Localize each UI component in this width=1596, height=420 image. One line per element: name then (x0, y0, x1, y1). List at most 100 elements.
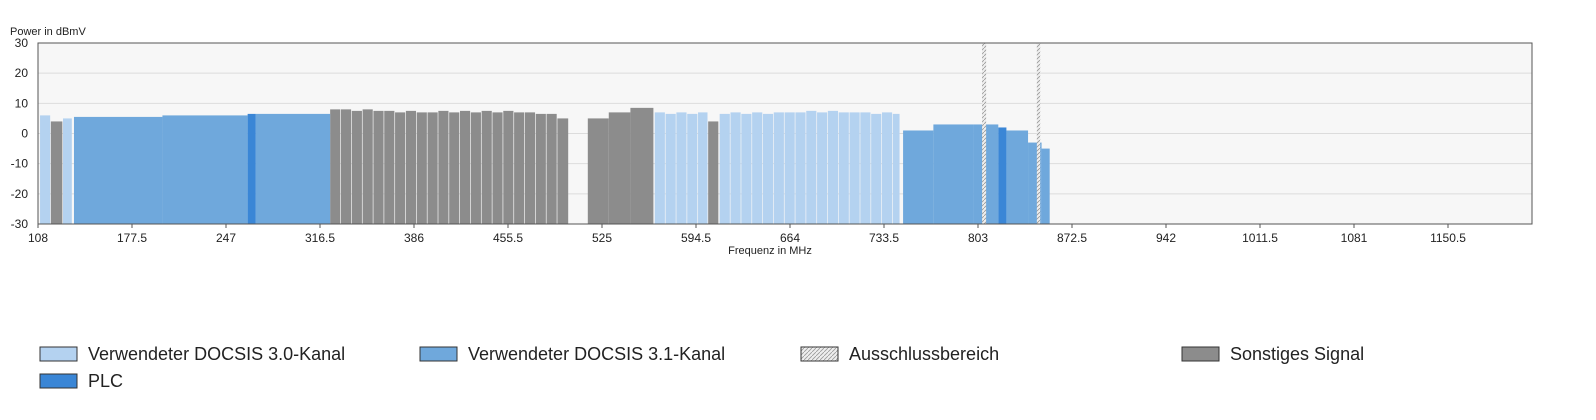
channel-band (676, 112, 687, 224)
legend-label: Sonstiges Signal (1230, 344, 1364, 364)
channel-band (395, 112, 406, 224)
x-tick-label: 108 (28, 231, 48, 245)
x-tick-label: 942 (1156, 231, 1176, 245)
channel-band (665, 113, 676, 224)
y-axis-label: Power in dBmV (10, 26, 86, 38)
channel-band (654, 112, 665, 224)
x-tick-label: 316.5 (305, 231, 335, 245)
channel-band (806, 110, 817, 224)
channel-band (998, 127, 1007, 224)
legend-swatch (1181, 346, 1220, 362)
x-tick-label: 733.5 (869, 231, 899, 245)
exclusion-band (982, 43, 987, 224)
channel-band (481, 110, 492, 224)
legend-swatch (800, 346, 839, 362)
legend-label: Ausschlussbereich (849, 344, 999, 364)
channel-band (255, 113, 331, 224)
channel-band (784, 112, 795, 224)
channel-band (524, 112, 536, 224)
channel-band (50, 121, 63, 224)
channel-band (514, 112, 525, 224)
channel-band (557, 118, 569, 224)
channel-band (708, 121, 719, 224)
x-axis-label: Frequenz in MHz (728, 245, 812, 257)
channel-band (416, 112, 427, 224)
channel-band (933, 124, 974, 224)
channel-band (795, 112, 806, 224)
channel-band (492, 112, 503, 224)
channel-band (719, 113, 730, 224)
channel-band (752, 112, 763, 224)
x-tick-label: 594.5 (681, 231, 711, 245)
channel-band (546, 113, 557, 224)
channel-band (40, 115, 51, 224)
channel-band (405, 110, 417, 224)
channel-band (860, 112, 871, 224)
channel-band (741, 113, 752, 224)
legend-label: Verwendeter DOCSIS 3.1-Kanal (468, 344, 725, 364)
y-tick-label: 30 (15, 36, 29, 50)
channel-band (373, 110, 384, 224)
channel-band (535, 113, 546, 224)
channel-band (503, 110, 514, 224)
channel-band (892, 113, 900, 224)
channel-band (817, 112, 828, 224)
channel-band (362, 109, 373, 224)
channel-band (63, 118, 72, 224)
channel-band (773, 112, 784, 224)
channel-band (162, 115, 248, 224)
channel-band (1006, 130, 1029, 224)
x-tick-label: 803 (968, 231, 988, 245)
x-tick-label: 1011.5 (1242, 231, 1278, 245)
x-tick-label: 455.5 (493, 231, 523, 245)
channel-band (630, 107, 654, 224)
channel-band (438, 110, 449, 224)
x-tick-label: 386 (404, 231, 424, 245)
channel-band (762, 113, 774, 224)
legend-label: PLC (88, 371, 123, 391)
channel-band (384, 110, 395, 224)
channel-band (881, 112, 893, 224)
x-tick-label: 177.5 (117, 231, 147, 245)
y-tick-label: 0 (21, 127, 28, 141)
channel-band (73, 116, 163, 224)
channel-band (871, 113, 882, 224)
channel-band (827, 110, 839, 224)
channel-band (903, 130, 934, 224)
channel-band (340, 109, 352, 224)
y-tick-label: -30 (11, 217, 29, 231)
channel-band (730, 112, 741, 224)
x-tick-label: 525 (592, 231, 612, 245)
legend-swatch (419, 346, 458, 362)
legend-label: Verwendeter DOCSIS 3.0-Kanal (88, 344, 345, 364)
plot-border (37, 42, 1533, 225)
channel-band (698, 112, 708, 224)
channel-band (973, 124, 999, 224)
y-tick-label: -20 (11, 187, 29, 201)
channel-band (247, 113, 256, 224)
y-tick-label: 10 (15, 96, 29, 110)
channel-band (608, 112, 631, 224)
channel-band (330, 109, 341, 224)
channel-band (427, 112, 438, 224)
x-tick-label: 1150.5 (1430, 231, 1466, 245)
channel-band (1041, 148, 1050, 224)
y-tick-label: -10 (11, 157, 29, 171)
channel-band (849, 112, 860, 224)
channel-band (351, 110, 362, 224)
x-tick-label: 664 (780, 231, 800, 245)
channel-band (838, 112, 849, 224)
x-tick-label: 872.5 (1057, 231, 1087, 245)
channel-band (459, 110, 471, 224)
channel-band (449, 112, 460, 224)
legend-swatch (39, 346, 78, 362)
y-tick-label: 20 (15, 66, 29, 80)
exclusion-band (1036, 43, 1041, 224)
x-tick-label: 1081 (1341, 231, 1368, 245)
channel-band (687, 113, 698, 224)
legend-swatch (39, 373, 78, 389)
channel-band (470, 112, 481, 224)
x-tick-label: 247 (216, 231, 236, 245)
channel-band (587, 118, 609, 224)
